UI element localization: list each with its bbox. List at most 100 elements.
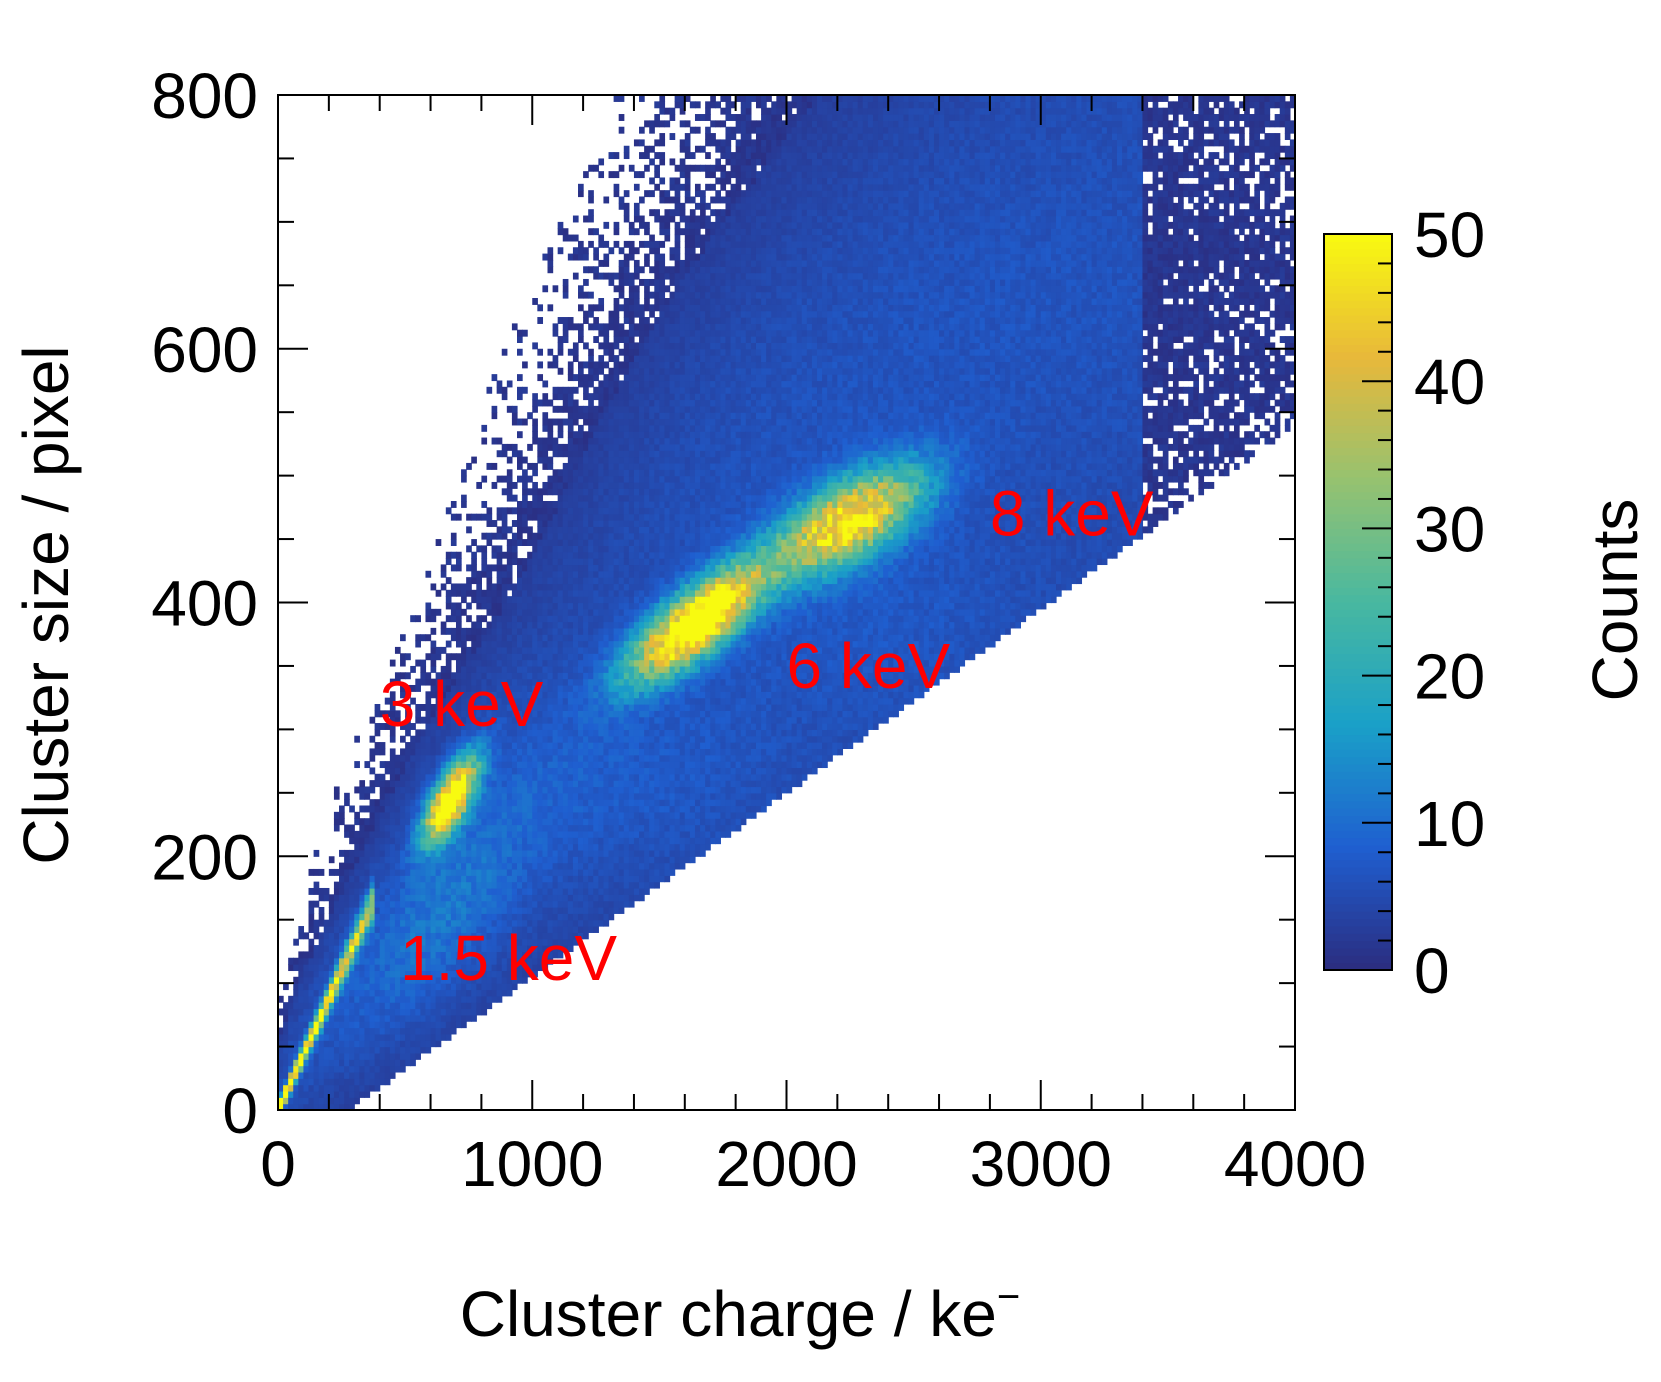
heatmap-cell (303, 1014, 310, 1022)
heatmap-cell (517, 716, 523, 724)
heatmap-cell (506, 684, 513, 692)
heatmap-cell (471, 539, 477, 546)
heatmap-cell (608, 469, 615, 477)
heatmap-cell (578, 678, 584, 686)
heatmap-cell (491, 659, 498, 667)
heatmap-cell (415, 1033, 421, 1041)
heatmap-cell (532, 570, 538, 578)
heatmap-cell (562, 621, 569, 629)
heatmap-cell (583, 926, 589, 933)
heatmap-cell (379, 938, 386, 946)
heatmap-cell (400, 849, 406, 857)
heatmap-cell (542, 418, 549, 426)
heatmap-cell (400, 1046, 406, 1054)
heatmap-cell (379, 1002, 386, 1010)
heatmap-cell (506, 875, 513, 883)
heatmap-cell (374, 862, 381, 870)
heatmap-cell (308, 1078, 315, 1086)
heatmap-cell (511, 539, 518, 546)
heatmap-cell (303, 976, 310, 984)
heatmap-cell (588, 735, 594, 743)
heatmap-cell (298, 1090, 305, 1098)
heatmap-cell (628, 748, 635, 756)
heatmap-cell (644, 792, 650, 800)
heatmap-cell (588, 475, 594, 483)
heatmap-cell (552, 824, 559, 832)
heatmap-cell (308, 1090, 315, 1098)
heatmap-cell (639, 615, 645, 623)
heatmap-cell (532, 856, 538, 864)
heatmap-cell (618, 526, 625, 534)
heatmap-cell (603, 348, 610, 356)
heatmap-cell (440, 627, 447, 635)
heatmap-cell (450, 697, 457, 705)
heatmap-cell (517, 653, 523, 661)
heatmap-cell (379, 957, 386, 965)
heatmap-cell (461, 494, 467, 502)
heatmap-cell (644, 621, 650, 629)
heatmap-cell (308, 1097, 315, 1105)
heatmap-cell (578, 253, 584, 261)
heatmap-cell (379, 761, 386, 769)
heatmap-cell (542, 735, 549, 743)
heatmap-cell (445, 1027, 452, 1035)
heatmap-cell (344, 913, 350, 921)
heatmap-cell (420, 1021, 427, 1029)
heatmap-cell (613, 558, 620, 566)
heatmap-cell (466, 926, 472, 933)
heatmap-cell (532, 767, 538, 775)
heatmap-cell (481, 995, 488, 1003)
heatmap-cell (547, 475, 554, 483)
heatmap-cell (389, 938, 396, 946)
heatmap-cell (359, 849, 366, 857)
heatmap-cell (532, 773, 538, 781)
heatmap-cell (481, 932, 488, 940)
heatmap-cell (639, 748, 645, 756)
heatmap-cell (400, 1027, 406, 1035)
heatmap-cell (389, 1040, 396, 1048)
heatmap-cell (618, 513, 625, 521)
heatmap-cell (628, 481, 635, 489)
heatmap-cell (593, 894, 599, 902)
heatmap-cell (288, 957, 294, 965)
heatmap-cell (639, 621, 645, 629)
heatmap-cell (522, 729, 528, 737)
heatmap-cell (613, 887, 620, 895)
heatmap-cell (430, 799, 437, 807)
heatmap-cell (455, 748, 462, 756)
heatmap-cell (486, 723, 493, 730)
heatmap-cell (400, 761, 406, 769)
heatmap-cell (517, 754, 523, 762)
heatmap-cell (359, 900, 366, 908)
heatmap-cell (440, 983, 447, 991)
heatmap-cell (379, 843, 386, 851)
heatmap-cell (633, 773, 640, 781)
heatmap-cell (583, 786, 589, 794)
heatmap-cell (445, 868, 452, 876)
heatmap-cell (288, 1046, 294, 1054)
heatmap-cell (639, 342, 645, 350)
heatmap-cell (593, 627, 599, 635)
heatmap-cell (405, 945, 411, 952)
heatmap-cell (628, 608, 635, 616)
heatmap-cell (354, 945, 360, 952)
heatmap-cell (567, 805, 574, 813)
heatmap-cell (598, 786, 605, 794)
heatmap-cell (547, 843, 554, 851)
heatmap-cell (603, 399, 610, 407)
heatmap-cell (552, 907, 559, 914)
heatmap-cell (517, 970, 523, 978)
heatmap-cell (588, 501, 594, 508)
heatmap-cell (511, 418, 518, 426)
heatmap-cell (323, 945, 330, 952)
heatmap-cell (303, 1040, 310, 1048)
heatmap-cell (298, 957, 305, 965)
heatmap-cell (430, 1027, 437, 1035)
heatmap-cell (639, 710, 645, 718)
heatmap-cell (557, 405, 564, 413)
heatmap-cell (557, 837, 564, 845)
heatmap-cell (400, 913, 406, 921)
heatmap-cell (639, 564, 645, 572)
heatmap-cell (471, 919, 477, 927)
heatmap-cell (379, 799, 386, 807)
